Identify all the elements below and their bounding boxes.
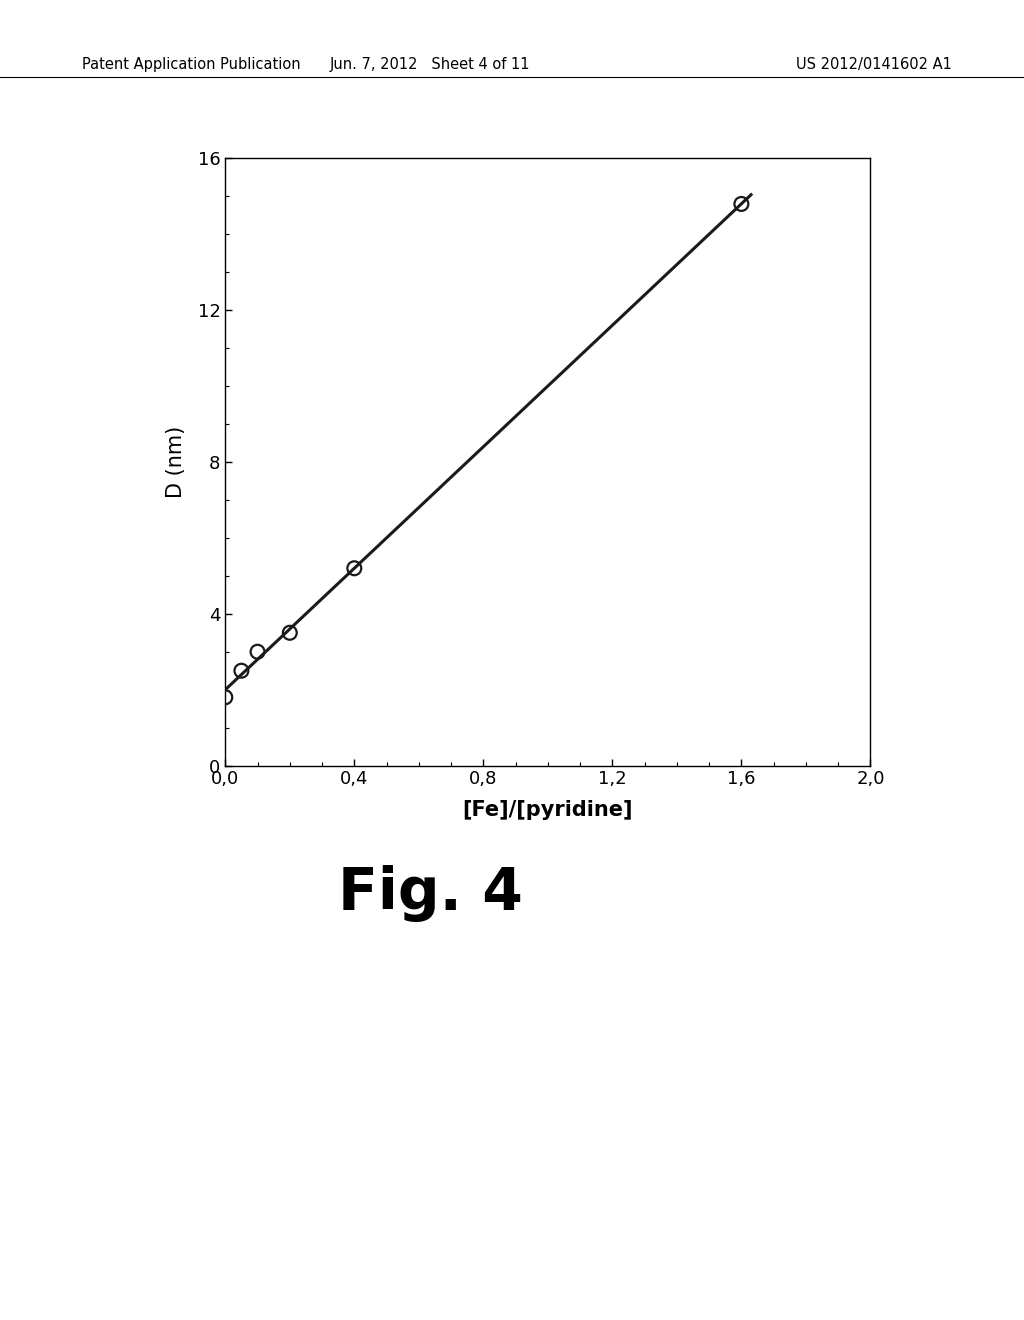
Text: US 2012/0141602 A1: US 2012/0141602 A1 [797, 57, 952, 71]
Point [233, 660, 250, 681]
Text: Jun. 7, 2012   Sheet 4 of 11: Jun. 7, 2012 Sheet 4 of 11 [330, 57, 530, 71]
Point [733, 194, 750, 215]
Point [217, 686, 233, 708]
X-axis label: [Fe]/[pyridine]: [Fe]/[pyridine] [463, 800, 633, 820]
Point [282, 622, 298, 643]
Y-axis label: D (nm): D (nm) [167, 426, 186, 498]
Point [250, 642, 266, 663]
Text: Patent Application Publication: Patent Application Publication [82, 57, 301, 71]
Text: Fig. 4: Fig. 4 [338, 865, 522, 921]
Point [346, 557, 362, 578]
